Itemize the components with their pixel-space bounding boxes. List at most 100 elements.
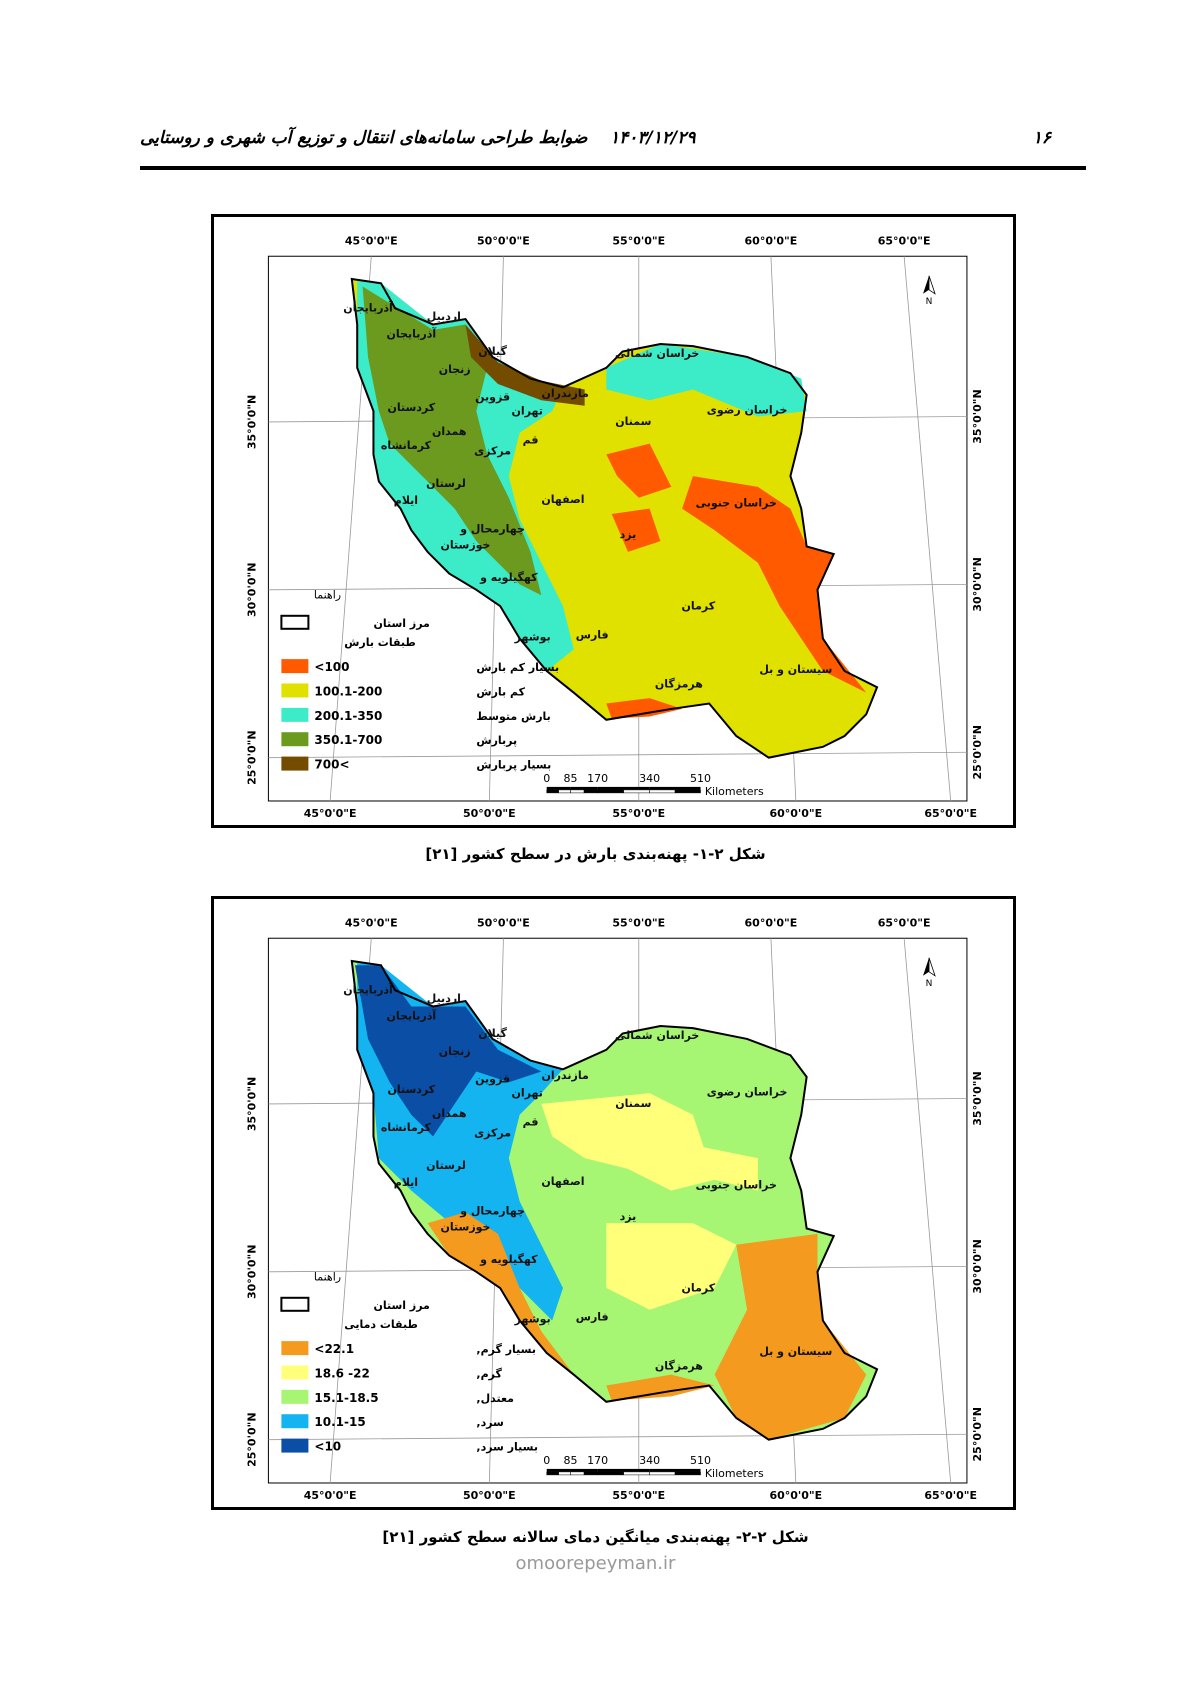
province-label: بوشهر [514,1313,551,1326]
province-label: آذربایجان [343,300,393,314]
province-label: سیستان و بل [759,663,832,676]
longitude-label: 60°0'0"E [769,1489,822,1502]
legend-label: بسیار سرد, [476,1441,538,1454]
province-label: کرمانشاه [381,439,432,452]
scale-unit: Kilometers [705,785,764,798]
figure-map: 45°0'0"E 45°0'0"E 50°0'0"E 50°0'0"E 55°0'0"E… [211,214,1016,828]
latitude-label: 35°0'0"N [245,395,258,449]
legend-border-label: مرز استان [373,617,429,630]
province-label: خوزستان [441,1221,491,1234]
longitude-label: 65°0'0"E [924,1489,977,1502]
scale-segment [546,789,559,794]
zone [606,343,807,417]
zone [682,476,867,693]
province-label: بوشهر [514,631,551,644]
longitude-label: 50°0'0"E [463,1489,516,1502]
province-label: چهارمحال و [459,522,525,535]
province-label: کرمان [682,1281,716,1294]
zone [606,443,672,498]
longitude-label: 45°0'0"E [345,234,398,247]
legend-range: 350.1-700 [314,733,382,747]
legend-swatch [281,683,309,698]
province-label: اصفهان [541,493,584,506]
legend-label: پربارش [476,734,517,747]
province-label: هرمزگان [655,1359,703,1372]
scale-segment [558,1471,571,1476]
scale-segment [674,1471,701,1476]
latitude-label: 25°0'0"N [245,1412,258,1466]
legend-label: بسیار گرم, [476,1343,536,1356]
zone [541,1093,758,1191]
longitude-label: 55°0'0"E [612,1489,665,1502]
province-label: کرمانشاه [381,1121,432,1134]
legend-swatch [281,756,309,771]
neatline [267,255,968,802]
province-label: قزوین [475,1072,510,1085]
figure-map: 45°0'0"E 45°0'0"E 50°0'0"E 50°0'0"E 55°0'0"E… [211,896,1016,1510]
province-label: همدان [432,425,467,438]
province-label: خراسان رضوی [707,403,788,416]
province-label: چهارمحال و [459,1204,525,1217]
scale-segment [623,1471,650,1476]
legend-title: راهنما [314,1270,341,1283]
figure-caption: شکل ۲-۱- پهنه‌بندی بارش در سطح کشور [۲۱] [425,845,766,863]
legend-swatch [281,1414,309,1429]
north-arrow [923,957,930,976]
province-label: آذربایجان [343,982,393,996]
scale-tick-label: 170 [587,1454,608,1467]
longitude-label: 50°0'0"E [477,916,530,929]
north-arrow [923,275,930,294]
province-label: ایلام [394,494,418,507]
province-label: فارس [576,1311,609,1324]
longitude-label: 65°0'0"E [924,807,977,820]
scale-segment [649,789,676,794]
scale-segment [649,1471,676,1476]
province-label: کهگیلویه و [479,571,538,584]
province-label: قم [523,1116,539,1129]
province-label: خوزستان [441,539,491,552]
north-label: N [926,979,933,989]
longitude-label: 55°0'0"E [612,916,665,929]
province-label: همدان [432,1107,467,1120]
province-label: سمنان [615,1097,651,1110]
scale-segment [558,789,571,794]
province-label: آذربایجان [387,1008,437,1022]
legend-swatch [281,732,309,747]
latitude-label: 25°0'0"N [245,730,258,784]
scale-segment [570,1471,585,1476]
scale-tick-label: 85 [564,772,578,785]
province-label: خراسان جنوبی [696,496,777,509]
scale-tick-label: 85 [564,1454,578,1467]
legend-range: <100 [314,660,349,674]
province-label: مازندران [542,1069,589,1082]
zone [606,1223,737,1310]
province-label: زنجان [439,363,471,376]
province-label: کهگیلویه و [479,1253,538,1266]
province-label: خراسان شمالی [615,1029,699,1042]
latitude-label: 25°0'0"N [971,725,984,779]
longitude-label: 45°0'0"E [345,916,398,929]
country-outline [350,277,879,759]
longitude-label: 45°0'0"E [304,807,357,820]
province-label: لرستان [426,1159,466,1172]
zone [606,1374,715,1401]
province-label: فارس [576,629,609,642]
latitude-label: 30°0'0"N [971,1239,984,1293]
province-label: مرکزی [474,1126,511,1139]
legend-range: 15.1-18.5 [314,1391,378,1405]
legend-label: کم بارش [476,685,525,698]
legend-range: <22.1 [314,1342,354,1356]
province-label: خراسان شمالی [615,347,699,360]
province-label: ایلام [394,1176,418,1189]
header-title: ضوابط طراحی سامانه‌های انتقال و توزیع آب… [140,128,588,148]
legend-range: 200.1-350 [314,709,382,723]
province-label: قزوین [475,390,510,403]
province-label: کردستان [387,1083,435,1096]
legend-swatch [281,659,309,674]
province-label: گیلان [478,1027,507,1040]
header-date: ۱۴۰۳/۱۲/۲۹ [610,128,696,148]
watermark: omoorepeyman.ir [515,1553,676,1574]
legend-class-title: طبقات دمایی [344,1318,418,1331]
province-label: یزد [620,1210,637,1223]
